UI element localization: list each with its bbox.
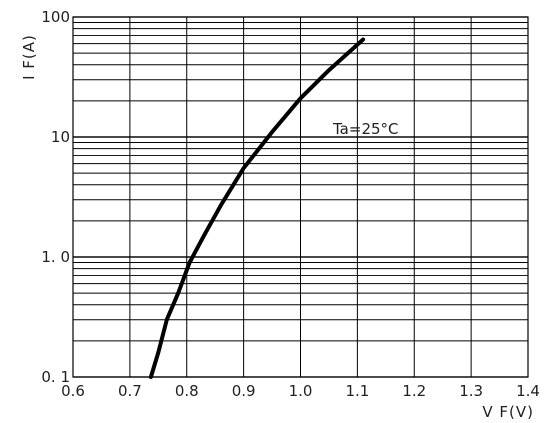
x-tick-label: 1.2 bbox=[402, 382, 426, 400]
y-tick-label: 10 bbox=[51, 128, 70, 146]
x-tick-label: 0.8 bbox=[175, 382, 199, 400]
x-tick-label: 0.9 bbox=[232, 382, 256, 400]
y-tick-label: 1. 0 bbox=[41, 248, 70, 266]
iv-curve-point bbox=[187, 260, 192, 265]
temperature-annotation: Ta=25°C bbox=[332, 120, 399, 138]
y-tick-label: 100 bbox=[41, 8, 70, 26]
x-tick-label: 0.7 bbox=[118, 382, 142, 400]
iv-curve-point bbox=[219, 203, 223, 207]
iv-curve-point bbox=[298, 96, 303, 100]
iv-curve-point bbox=[176, 291, 180, 295]
x-tick-label: 1.0 bbox=[289, 382, 313, 400]
y-axis-label: I F(A) bbox=[20, 34, 38, 80]
x-tick-label: 0.6 bbox=[61, 382, 85, 400]
iv-curve-point bbox=[270, 130, 274, 134]
iv-curve-point bbox=[327, 68, 331, 72]
series-layer bbox=[148, 37, 366, 379]
iv-curve-point bbox=[156, 350, 160, 355]
y-tick-label: 0. 1 bbox=[41, 368, 70, 386]
iv-curve-point bbox=[202, 234, 206, 238]
x-tick-label: 1.4 bbox=[516, 382, 540, 400]
x-tick-label: 1.1 bbox=[345, 382, 369, 400]
x-tick-label: 1.3 bbox=[459, 382, 483, 400]
tick-labels: 0.6 0.7 0.8 0.9 1.0 1.1 1.2 1.3 1.4 0. 1 1. 0 10 100 bbox=[41, 8, 540, 400]
iv-curve-point bbox=[242, 166, 246, 170]
iv-curve-line bbox=[148, 37, 366, 379]
iv-curve-point bbox=[149, 375, 153, 379]
plot-frame bbox=[72, 16, 529, 378]
iv-curve-point bbox=[361, 37, 365, 42]
iv-curve-point bbox=[165, 318, 169, 322]
x-axis-label: V F(V) bbox=[482, 403, 534, 421]
